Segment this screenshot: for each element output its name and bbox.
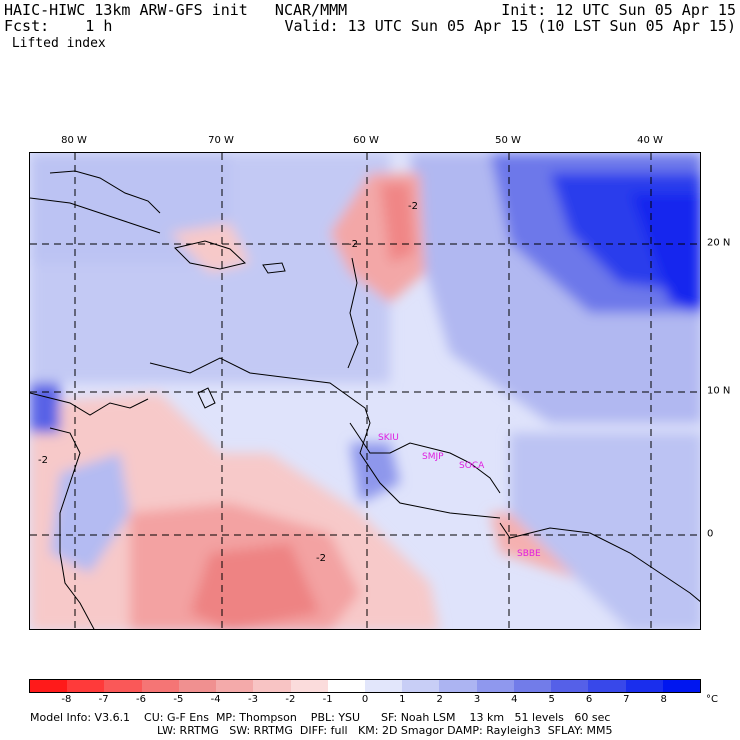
coastlines xyxy=(30,170,700,629)
colorbar-ticks: -8 -7 -6 -5 -4 -3 -2 -1 0 1 2 3 4 5 6 7 8 xyxy=(29,694,701,706)
lon-label-80w: 80 W xyxy=(61,135,87,146)
station-soca: SOCA xyxy=(459,461,485,471)
colorbar-tick-label: 0 xyxy=(361,694,369,705)
colorbar-swatch xyxy=(662,680,700,692)
colorbar-swatch xyxy=(327,680,365,692)
colorbar-swatch xyxy=(364,680,403,692)
colorbar-swatch xyxy=(141,680,179,692)
colorbar-tick-label: 5 xyxy=(548,694,555,705)
colorbar-swatch xyxy=(67,680,105,692)
map-canvas: -2 -2 -2 -2 xyxy=(30,153,700,629)
colorbar-swatch xyxy=(178,680,217,692)
lat-label-10n: 10 N xyxy=(707,385,731,397)
colorbar xyxy=(29,679,701,693)
lon-label-60w: 60 W xyxy=(353,135,379,146)
valid-time: Valid: 13 UTC Sun 05 Apr 15 (10 LST Sun … xyxy=(284,17,736,35)
lat-lon-grid xyxy=(30,153,700,629)
colorbar-tick-label: 2 xyxy=(436,694,443,705)
colorbar-tick-label: -5 xyxy=(173,694,184,705)
contour-label-2: -2 xyxy=(348,239,358,250)
contour-label-4: -2 xyxy=(316,553,326,564)
colorbar-swatch xyxy=(253,680,291,692)
station-sbbe: SBBE xyxy=(517,549,541,559)
colorbar-tick-label: -4 xyxy=(210,694,221,705)
colorbar-unit: °C xyxy=(706,694,718,705)
colorbar-tick-label: 1 xyxy=(399,694,406,705)
colorbar-swatch xyxy=(104,680,142,692)
colorbar-swatch xyxy=(290,680,328,692)
model-info-line-1: Model Info: V3.6.1 CU: G-F Ens MP: Thomp… xyxy=(30,711,611,724)
lat-label-20n: 20 N xyxy=(707,237,731,249)
station-skiu: SKIU xyxy=(378,433,399,443)
colorbar-swatch xyxy=(476,680,514,692)
colorbar-tick-label: 6 xyxy=(585,694,593,705)
contour-label-1: -2 xyxy=(408,201,418,212)
colorbar-swatch xyxy=(513,680,552,692)
colorbar-tick-label: 4 xyxy=(511,694,518,705)
lon-label-40w: 40 W xyxy=(637,135,663,146)
colorbar-swatch xyxy=(402,680,440,692)
colorbar-swatch xyxy=(625,680,663,692)
colorbar-tick-label: -3 xyxy=(248,694,258,705)
contour-label-3: -2 xyxy=(38,455,48,466)
colorbar-tick-label: -6 xyxy=(136,694,146,705)
colorbar-tick-label: 8 xyxy=(660,694,667,705)
forecast-hour: Fcst: 1 h xyxy=(4,17,113,35)
lat-label-0: 0 xyxy=(707,528,714,540)
model-title: HAIC-HIWC 13km ARW-GFS init NCAR/MMM xyxy=(4,1,348,19)
lon-label-70w: 70 W xyxy=(208,135,234,146)
colorbar-swatch xyxy=(551,680,589,692)
colorbar-swatch xyxy=(439,680,477,692)
station-smjp: SMJP xyxy=(422,452,444,462)
colorbar-tick-label: -2 xyxy=(285,694,296,705)
init-time: Init: 12 UTC Sun 05 Apr 15 xyxy=(501,1,736,19)
colorbar-swatch xyxy=(30,680,68,692)
colorbar-swatch xyxy=(216,680,254,692)
colorbar-tick-label: -1 xyxy=(322,694,333,705)
colorbar-tick-label: 3 xyxy=(473,694,481,705)
colorbar-tick-label: 7 xyxy=(623,694,630,705)
lon-label-50w: 50 W xyxy=(495,135,521,146)
lifted-index-map: -2 -2 -2 -2 xyxy=(29,152,701,630)
field-name: Lifted index xyxy=(4,36,106,51)
colorbar-swatch xyxy=(588,680,626,692)
colorbar-tick-label: -8 xyxy=(61,694,72,705)
colorbar-tick-label: -7 xyxy=(98,694,109,705)
model-info-line-2: LW: RRTMG SW: RRTMG DIFF: full KM: 2D Sm… xyxy=(157,724,613,737)
